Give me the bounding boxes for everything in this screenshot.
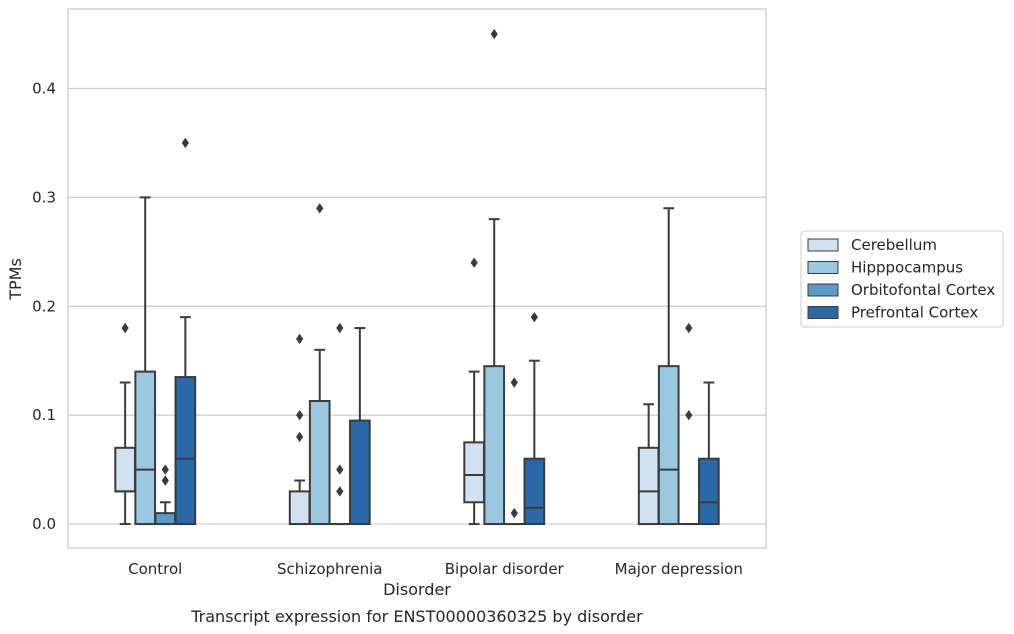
box-2-2 xyxy=(503,377,526,526)
box-iqr xyxy=(483,365,506,526)
y-tick-label: 0.3 xyxy=(32,188,56,206)
y-tick-label: 0.0 xyxy=(32,515,56,533)
legend-swatch xyxy=(807,238,839,252)
box-3-2 xyxy=(523,311,546,526)
outlier-point xyxy=(316,203,324,214)
box-iqr xyxy=(174,376,197,526)
outlier-point xyxy=(161,475,169,486)
box-0-1 xyxy=(288,333,311,526)
box-iqr xyxy=(657,365,680,526)
legend-swatch xyxy=(807,261,839,274)
y-tick-label: 0.4 xyxy=(32,79,56,97)
outlier-point xyxy=(510,377,518,388)
outlier-point xyxy=(121,322,129,334)
box-1-2 xyxy=(483,28,506,526)
box-iqr xyxy=(698,457,720,526)
box-2-1 xyxy=(328,322,351,526)
box-3-3 xyxy=(698,381,720,526)
outlier-point xyxy=(336,464,344,475)
outlier-point xyxy=(470,257,478,268)
box-iqr xyxy=(288,490,311,526)
y-tick-label: 0.2 xyxy=(32,297,56,315)
box-iqr xyxy=(308,400,331,526)
x-tick-label: Control xyxy=(128,560,182,578)
legend-label: Hipppocampus xyxy=(851,259,963,277)
outlier-point xyxy=(296,409,304,421)
legend-swatch xyxy=(807,306,839,319)
legend-label: Orbitofontal Cortex xyxy=(851,281,995,299)
legend: Cerebellum Hipppocampus Orbitofontal Corte… xyxy=(800,230,1004,328)
x-axis-label: Disorder xyxy=(383,580,451,599)
legend-label: Prefrontal Cortex xyxy=(851,304,978,322)
y-axis-label: TPMs xyxy=(6,258,25,301)
box-iqr xyxy=(114,446,136,493)
boxes xyxy=(114,28,720,526)
outlier-point xyxy=(685,409,693,421)
legend-swatch xyxy=(807,283,839,297)
x-axis-ticks: Control Schizophrenia Bipolar disorder Majo… xyxy=(128,560,743,578)
box-1-1 xyxy=(308,203,331,526)
y-axis-ticks: 0.0 0.1 0.2 0.3 0.4 xyxy=(32,79,56,533)
legend-label: Cerebellum xyxy=(851,236,937,254)
outlier-point xyxy=(296,333,304,345)
outlier-point xyxy=(161,464,169,475)
outlier-point xyxy=(685,322,693,334)
box-3-0 xyxy=(174,137,197,526)
box-2-0 xyxy=(154,464,177,526)
chart-caption: Transcript expression for ENST0000036032… xyxy=(190,607,643,626)
box-iqr xyxy=(523,457,546,526)
outlier-point xyxy=(510,507,518,519)
outlier-point xyxy=(336,322,344,334)
box-1-3 xyxy=(657,207,680,526)
outlier-point xyxy=(296,431,304,443)
box-iqr xyxy=(463,441,485,504)
box-0-0 xyxy=(114,322,136,526)
box-0-2 xyxy=(463,257,485,526)
outlier-point xyxy=(530,311,538,323)
x-tick-label: Bipolar disorder xyxy=(445,560,565,578)
legend-frame xyxy=(800,230,1004,328)
box-0-3 xyxy=(637,403,660,526)
box-iqr xyxy=(154,512,177,526)
outlier-point xyxy=(336,486,344,497)
outlier-point xyxy=(490,28,498,40)
box-1-0 xyxy=(134,196,157,526)
x-tick-label: Major depression xyxy=(615,560,743,578)
outlier-point xyxy=(181,137,189,149)
box-iqr xyxy=(134,370,157,526)
box-2-3 xyxy=(677,322,700,526)
plot-frame xyxy=(67,8,767,549)
box-3-1 xyxy=(349,327,371,526)
x-tick-label: Schizophrenia xyxy=(277,560,382,578)
box-iqr xyxy=(637,446,660,526)
y-tick-label: 0.1 xyxy=(32,406,56,424)
box-iqr xyxy=(349,419,371,526)
